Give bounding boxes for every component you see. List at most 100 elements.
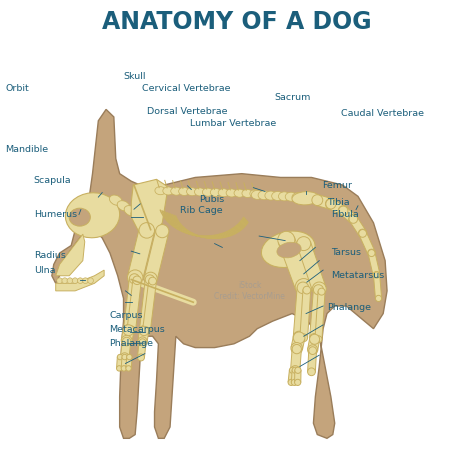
Text: Metatarsus: Metatarsus [331,271,385,280]
Polygon shape [139,279,155,331]
Circle shape [143,327,150,335]
Ellipse shape [142,219,154,229]
Circle shape [138,337,147,346]
Circle shape [149,277,156,285]
Polygon shape [56,270,104,291]
Circle shape [338,206,348,216]
Circle shape [292,345,301,354]
Ellipse shape [194,188,205,196]
Circle shape [126,365,131,371]
Circle shape [139,223,155,238]
Circle shape [139,326,149,335]
Ellipse shape [171,187,182,195]
Polygon shape [340,207,356,223]
Polygon shape [293,287,309,337]
Text: Tarsus: Tarsus [331,247,362,256]
Circle shape [315,336,322,343]
Circle shape [139,339,146,346]
Circle shape [310,334,319,344]
Text: Femur: Femur [322,182,352,191]
Polygon shape [315,292,325,339]
Polygon shape [368,252,380,276]
Polygon shape [328,200,346,215]
Circle shape [295,279,312,296]
Polygon shape [144,229,169,280]
Polygon shape [120,341,131,357]
Circle shape [145,275,155,284]
Ellipse shape [242,190,253,198]
Polygon shape [291,337,305,350]
Ellipse shape [210,189,221,196]
Polygon shape [128,228,155,280]
Circle shape [133,276,141,284]
Circle shape [121,336,132,346]
Polygon shape [374,275,382,299]
Polygon shape [359,232,375,255]
Circle shape [129,274,139,284]
Circle shape [121,365,127,371]
Ellipse shape [65,193,119,238]
Ellipse shape [272,191,283,201]
Text: Carpus: Carpus [109,311,143,320]
Polygon shape [131,179,168,236]
Ellipse shape [251,191,263,200]
Circle shape [338,206,348,215]
Polygon shape [350,217,366,236]
Polygon shape [121,357,128,369]
Circle shape [295,367,301,374]
Circle shape [368,249,375,257]
Text: iStock
Credit: VectorMine: iStock Credit: VectorMine [214,281,285,301]
Circle shape [118,355,123,360]
Polygon shape [52,109,387,438]
Polygon shape [291,349,301,371]
Circle shape [312,195,323,206]
Circle shape [127,355,132,360]
Ellipse shape [278,192,290,201]
Polygon shape [308,350,317,372]
Polygon shape [56,234,85,276]
Text: Ulna: Ulna [34,265,55,274]
Circle shape [349,215,357,223]
Polygon shape [137,342,146,358]
Ellipse shape [277,242,301,258]
Circle shape [122,355,128,360]
Circle shape [310,334,319,344]
Circle shape [373,272,380,279]
Circle shape [82,278,88,283]
Circle shape [120,353,129,361]
Polygon shape [316,195,332,209]
Circle shape [278,231,295,248]
Polygon shape [124,278,139,330]
Circle shape [326,199,336,209]
Circle shape [308,345,318,355]
Circle shape [88,278,93,283]
Ellipse shape [292,192,304,201]
Circle shape [313,285,323,295]
Polygon shape [308,338,319,351]
Circle shape [72,278,78,283]
Circle shape [374,272,380,278]
Polygon shape [143,281,156,331]
Circle shape [293,332,305,344]
Text: Metacarpus: Metacarpus [109,325,165,334]
Circle shape [318,288,325,295]
Circle shape [349,214,358,224]
Text: Rib Cage: Rib Cage [180,206,223,215]
Text: Cervical Vertebrae: Cervical Vertebrae [143,83,231,92]
Text: Tibia: Tibia [327,199,349,208]
Circle shape [358,229,367,237]
Ellipse shape [163,187,173,195]
Ellipse shape [117,201,130,211]
Text: Dorsal Vertebrae: Dorsal Vertebrae [147,107,228,116]
Circle shape [303,286,311,294]
Ellipse shape [137,215,149,225]
Ellipse shape [234,189,245,197]
Circle shape [293,331,305,343]
Circle shape [117,365,122,371]
Circle shape [291,343,302,354]
Ellipse shape [124,206,137,216]
Polygon shape [292,370,298,383]
Ellipse shape [258,191,270,200]
Polygon shape [278,237,312,290]
Circle shape [139,326,149,336]
